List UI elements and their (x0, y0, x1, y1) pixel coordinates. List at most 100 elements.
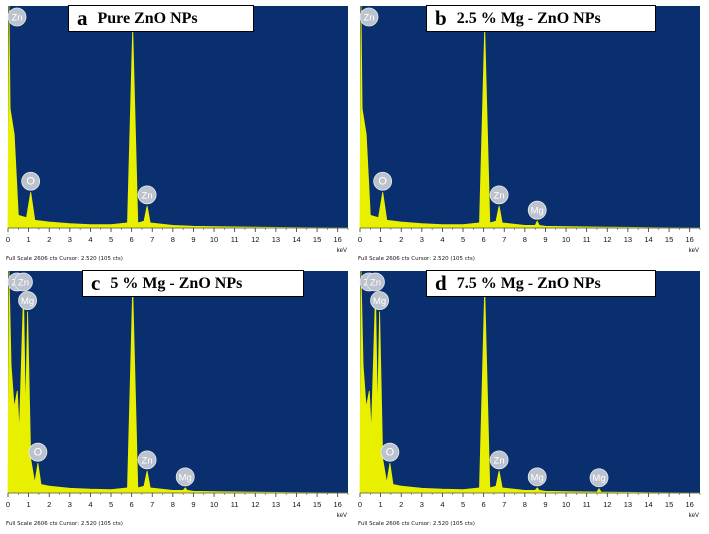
x-tick-label: 12 (603, 500, 611, 509)
x-tick-label: 7 (150, 500, 154, 509)
x-tick-label: 14 (292, 235, 300, 244)
x-tick-label: 4 (440, 500, 444, 509)
x-tick-label: 16 (686, 235, 694, 244)
peak-label-badge (28, 442, 48, 462)
x-unit-label: keV (337, 248, 347, 254)
x-tick-label: 15 (665, 235, 673, 244)
peak-label: Zn (18, 278, 29, 289)
peak-label: Mg (373, 296, 386, 307)
x-tick-label: 0 (358, 235, 362, 244)
peak-label: Mg (21, 296, 34, 307)
x-tick-label: 6 (482, 500, 486, 509)
x-tick-label: 8 (171, 500, 175, 509)
peak-label-badge (21, 171, 41, 191)
x-tick-label: 13 (272, 500, 280, 509)
peak-label: Mg (531, 472, 544, 483)
x-tick-label: 5 (109, 235, 113, 244)
x-tick-label: 2 (399, 500, 403, 509)
x-tick-label: 6 (482, 235, 486, 244)
spectrum-series (7, 5, 349, 229)
x-tick-label: 1 (379, 500, 383, 509)
x-tick-label: 14 (644, 500, 652, 509)
x-tick-label: 5 (461, 500, 465, 509)
edx-panel-a: 012345678910111213141516keVZnOZnZn a Pur… (2, 2, 353, 266)
edx-panel-c: 012345678910111213141516keVZnZnMgOZnZnMg… (2, 267, 353, 531)
edx-panel-b: 012345678910111213141516keVZnOZnZnMg b 2… (354, 2, 705, 266)
x-tick-label: 3 (420, 500, 424, 509)
x-tick-label: 11 (231, 235, 239, 244)
panel-title: 5 % Mg - ZnO NPs (110, 274, 243, 292)
peak-label-badge (527, 467, 547, 487)
x-tick-label: 9 (191, 500, 195, 509)
peak-label-badge (366, 272, 385, 292)
panel-letter: b (435, 6, 447, 30)
x-tick-label: 11 (231, 500, 239, 509)
x-tick-label: 5 (109, 500, 113, 509)
panel-letter: d (435, 271, 447, 295)
peak-label: O (34, 447, 43, 459)
spectrum-series (359, 5, 701, 229)
spectrum-plot: 012345678910111213141516keVZnOZnZn (6, 5, 349, 254)
peak-label-badge (137, 450, 157, 470)
panel-title: 2.5 % Mg - ZnO NPs (456, 9, 601, 27)
peak-label: Zn (142, 455, 153, 466)
x-tick-label: 11 (583, 235, 591, 244)
x-tick-label: 10 (562, 500, 570, 509)
x-tick-label: 3 (420, 235, 424, 244)
x-tick-label: 15 (313, 235, 321, 244)
peak-label: O (378, 176, 387, 188)
peak-label-badge (489, 450, 509, 470)
x-tick-label: 6 (130, 235, 134, 244)
x-tick-label: 10 (210, 500, 218, 509)
spectrum-footer: Full Scale 2606 cts Cursor: 2.520 (105 c… (6, 256, 123, 262)
peak-label-badge (137, 185, 157, 205)
spectrum-footer: Full Scale 2606 cts Cursor: 2.520 (105 c… (6, 521, 123, 527)
x-unit-label: keV (689, 248, 699, 254)
peak-label-badge (359, 7, 379, 27)
x-tick-label: 13 (272, 235, 280, 244)
x-tick-label: 12 (251, 500, 259, 509)
peak-label: Zn (363, 13, 374, 24)
peak-label-badge (7, 7, 27, 27)
x-tick-label: 0 (6, 235, 10, 244)
x-tick-label: 4 (88, 235, 92, 244)
spectrum-footer: Full Scale 2606 cts Cursor: 2.520 (105 c… (358, 256, 475, 262)
x-tick-label: 3 (68, 235, 72, 244)
x-tick-label: 7 (502, 500, 506, 509)
x-tick-label: 8 (523, 235, 527, 244)
x-tick-label: 0 (358, 500, 362, 509)
peak-label: Mg (592, 473, 605, 484)
peak-label-badge (18, 291, 37, 310)
peak-label: Zn (11, 13, 22, 24)
x-tick-label: 16 (334, 500, 342, 509)
panel-header: b 2.5 % Mg - ZnO NPs (426, 5, 656, 32)
panel-title: Pure ZnO NPs (97, 9, 198, 27)
peak-label: Mg (179, 472, 192, 483)
panel-header: c 5 % Mg - ZnO NPs (82, 270, 304, 297)
peak-label-badge (175, 467, 195, 487)
peak-label-badge (373, 171, 393, 191)
spectrum-series (7, 270, 349, 494)
x-tick-label: 10 (562, 235, 570, 244)
x-tick-label: 8 (171, 235, 175, 244)
peak-label: Zn (494, 455, 505, 466)
plot-background (8, 271, 348, 493)
panel-letter: a (77, 6, 88, 30)
x-tick-label: 15 (313, 500, 321, 509)
x-tick-label: 10 (210, 235, 218, 244)
x-tick-label: 11 (583, 500, 591, 509)
spectrum-footer: Full Scale 2606 cts Cursor: 2.520 (105 c… (358, 521, 475, 527)
spectrum-plot: 012345678910111213141516keVZnOZnZnMg (358, 5, 701, 254)
x-tick-label: 6 (130, 500, 134, 509)
x-unit-label: keV (337, 513, 347, 519)
peak-label: Mg (531, 206, 544, 217)
peak-label: O (26, 176, 35, 188)
x-tick-label: 7 (150, 235, 154, 244)
x-tick-label: 12 (251, 235, 259, 244)
plot-background (360, 271, 700, 493)
peak-label-badge (370, 291, 389, 310)
peak-label-badge (527, 200, 547, 220)
peak-label: Zn (494, 190, 505, 201)
peak-label-badge (589, 468, 609, 488)
x-tick-label: 9 (543, 500, 547, 509)
